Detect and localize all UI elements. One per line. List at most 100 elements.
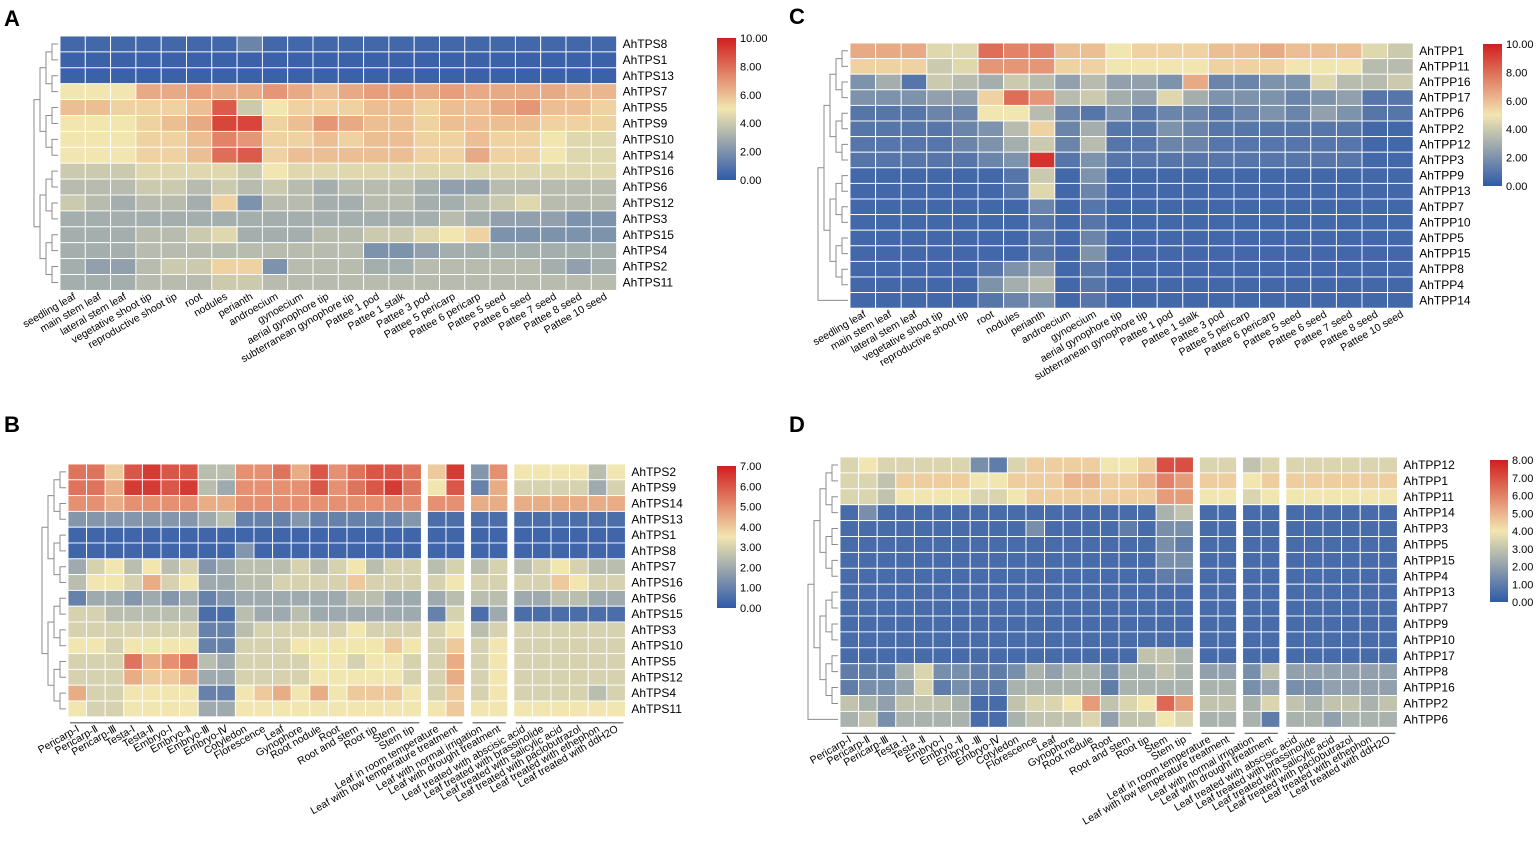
row-label: AhTPP8 xyxy=(1403,665,1448,679)
row-label: AhTPS6 xyxy=(623,180,668,194)
heatmap-cell xyxy=(59,83,86,101)
heatmap-cell xyxy=(1054,136,1081,153)
heatmap-cell xyxy=(1079,104,1107,122)
heatmap-cell xyxy=(383,510,404,528)
heatmap-cell xyxy=(413,258,440,275)
heatmap-cell xyxy=(327,700,348,718)
heatmap-cell xyxy=(1242,631,1262,649)
heatmap-cell xyxy=(445,621,466,639)
heatmap-cell xyxy=(531,574,552,591)
heatmap-cell xyxy=(110,178,137,196)
heatmap-cell xyxy=(606,479,626,497)
heatmap-cell xyxy=(1322,695,1343,712)
heatmap-cell xyxy=(590,35,618,53)
heatmap-cell xyxy=(1081,695,1101,712)
heatmap-cell xyxy=(1387,182,1414,200)
heatmap-cell xyxy=(363,210,390,228)
heatmap-cell xyxy=(104,700,125,718)
heatmap-cell xyxy=(1174,663,1194,681)
heatmap-cell xyxy=(110,274,137,291)
heatmap-cell xyxy=(969,504,990,522)
heatmap-cell xyxy=(388,258,415,275)
heatmap-cell xyxy=(1259,89,1286,106)
heatmap-cell xyxy=(104,668,125,686)
heatmap-cell xyxy=(1341,456,1361,474)
heatmap-cell xyxy=(197,542,218,560)
heatmap-cell xyxy=(1155,679,1176,696)
heatmap-cell xyxy=(186,51,213,69)
heatmap-cell xyxy=(413,226,440,244)
heatmap-cell xyxy=(363,242,390,260)
heatmap-cell xyxy=(513,510,533,528)
heatmap-cell xyxy=(590,51,618,69)
row-label: AhTPP10 xyxy=(1403,633,1455,647)
heatmap-cell xyxy=(569,463,589,481)
heatmap-cell xyxy=(197,637,218,655)
heatmap-cell xyxy=(977,104,1005,122)
heatmap-cell xyxy=(569,526,589,544)
heatmap-cell xyxy=(1025,695,1046,712)
heatmap-cell xyxy=(951,695,971,712)
heatmap-cell xyxy=(839,599,860,617)
heatmap-cell xyxy=(531,542,552,560)
heatmap-cell xyxy=(1259,58,1286,75)
heatmap-cell xyxy=(1217,599,1238,617)
heatmap-cell xyxy=(1284,58,1312,75)
heatmap-cell xyxy=(261,178,289,196)
heatmap-cell xyxy=(1118,551,1139,569)
heatmap-cell xyxy=(426,526,447,544)
dendrogram-branch xyxy=(59,566,66,583)
heatmap-cell xyxy=(59,130,86,148)
heatmap-cell xyxy=(1341,504,1361,522)
heatmap-cell xyxy=(1335,214,1363,231)
heatmap-cell xyxy=(445,605,466,623)
heatmap-cell xyxy=(337,178,365,196)
heatmap-cell xyxy=(1156,229,1184,247)
heatmap-cell xyxy=(1310,182,1337,200)
heatmap-cell xyxy=(236,210,263,228)
heatmap-cell xyxy=(402,495,422,512)
heatmap-cell xyxy=(1233,214,1261,231)
heatmap-cell xyxy=(513,479,533,497)
row-label: AhTPP11 xyxy=(1403,490,1454,504)
heatmap-cell xyxy=(402,605,422,623)
heatmap-cell xyxy=(1118,583,1139,601)
heatmap-cell xyxy=(900,136,928,153)
heatmap-cell xyxy=(110,258,137,275)
heatmap-cell xyxy=(1156,89,1184,106)
heatmap-cell xyxy=(513,637,533,655)
heatmap-cell xyxy=(110,51,137,69)
heatmap-cell xyxy=(1260,647,1281,665)
heatmap-cell xyxy=(234,700,255,718)
heatmap-cell xyxy=(913,536,934,553)
heatmap-cell xyxy=(337,194,365,212)
heatmap-cell xyxy=(261,210,289,228)
heatmap-cell xyxy=(1233,260,1261,278)
heatmap-cell xyxy=(876,551,897,569)
heatmap-cell xyxy=(1137,456,1157,474)
heatmap-cell xyxy=(123,589,143,607)
heatmap-cell xyxy=(1260,504,1281,522)
heatmap-cell xyxy=(951,151,979,169)
heatmap-cell xyxy=(1303,488,1324,506)
heatmap-cell xyxy=(550,495,571,512)
heatmap-cell xyxy=(211,242,238,260)
heatmap-cell xyxy=(1378,663,1398,681)
heatmap-cell xyxy=(383,637,404,655)
heatmap-cell xyxy=(900,292,928,309)
heatmap-cell xyxy=(513,574,533,591)
row-label: AhTPS10 xyxy=(631,639,683,653)
heatmap-cell xyxy=(977,182,1005,200)
colorbar-tick-label: 1.00 xyxy=(1512,579,1533,591)
heatmap-cell xyxy=(1155,551,1176,569)
heatmap-cell xyxy=(988,695,1008,712)
heatmap-cell xyxy=(211,194,238,212)
heatmap-cell xyxy=(104,589,125,607)
dendrogram-branch xyxy=(59,629,66,647)
heatmap-cell xyxy=(1054,214,1081,231)
heatmap-cell xyxy=(346,668,367,686)
heatmap-cell xyxy=(932,599,953,617)
heatmap-cell xyxy=(514,115,542,132)
heatmap-cell xyxy=(1260,567,1281,585)
heatmap-cell xyxy=(160,162,187,180)
